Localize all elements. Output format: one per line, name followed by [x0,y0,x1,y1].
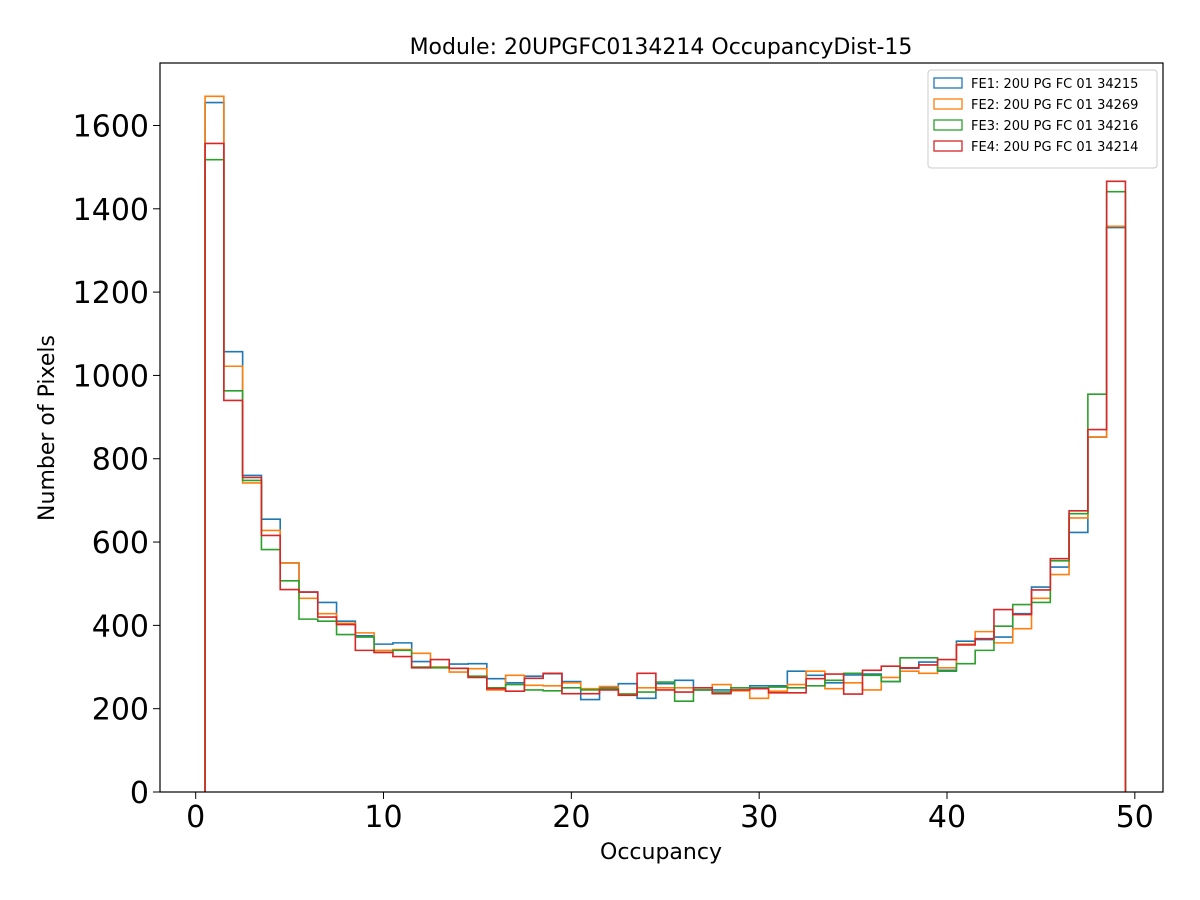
y-tick-label: 1000 [73,359,149,394]
y-tick-label: 0 [130,776,149,811]
bin-bar [562,694,581,792]
legend-box [927,69,1158,169]
bin-bar [543,673,562,792]
legend-swatch [933,98,963,110]
y-axis-ticks: 0 200 400 600 800 1000 1200 1400 1600 [73,109,160,811]
y-axis-label: Number of Pixels [35,335,60,521]
bin-bar [994,610,1013,792]
bin-bar [787,693,806,792]
bin-bar [374,652,393,792]
bin-bar [1088,430,1107,792]
bin-bar [675,692,694,792]
x-tick-label: 40 [928,800,966,835]
x-tick-label: 50 [1116,800,1154,835]
y-tick-label: 600 [92,526,149,561]
x-axis-ticks: 0 10 20 30 40 50 [186,792,1154,835]
legend-swatch [933,77,963,89]
bin-bar [412,668,431,792]
y-tick-label: 1600 [73,109,149,144]
y-tick-label: 1400 [73,193,149,228]
bin-bar [1013,615,1032,792]
bin-bar [844,694,863,792]
bin-bar [919,665,938,792]
series-4-step-line [204,142,1127,792]
bin-bar [806,679,825,792]
bin-bar [1069,511,1088,792]
series-4 [204,142,1127,792]
bin-bar [825,674,844,792]
bin-bar [1050,559,1069,792]
x-tick-label: 10 [364,800,402,835]
bin-bar [1107,181,1126,792]
bin-bar [393,657,412,792]
bin-bar [261,535,280,792]
bin-bar [900,668,919,792]
bin-bar [938,660,957,792]
legend-swatch [933,140,963,152]
chart-title: Module: 20UPGFC0134214 OccupancyDist-15 [410,35,913,60]
y-tick-label: 200 [92,693,149,728]
bin-bar [656,690,675,792]
bin-bar [600,690,619,792]
bin-bar [224,400,243,792]
legend-swatch [933,119,963,131]
x-tick-label: 20 [552,800,590,835]
bin-bar [468,677,487,792]
bin-bar [581,694,600,792]
bin-bar [430,660,449,792]
x-tick-label: 30 [740,800,778,835]
legend-label: FE1: 20U PG FC 01 34215 [971,77,1138,92]
bin-bar [337,625,356,792]
bin-bar [618,695,637,792]
bin-bar [693,688,712,792]
bin-bar [449,668,468,792]
legend-label: FE2: 20U PG FC 01 34269 [971,98,1138,113]
bin-bar [487,689,506,792]
x-tick-label: 0 [186,800,205,835]
plot-frame [159,62,1164,793]
bin-bar [769,693,788,792]
y-tick-label: 1200 [73,276,149,311]
bin-bar [506,691,525,792]
bin-bar [862,670,881,792]
bin-bar [712,694,731,792]
bin-bar [731,690,750,792]
legend-label: FE3: 20U PG FC 01 34216 [971,119,1138,134]
bin-bar [956,645,975,792]
bin-bar [637,673,656,792]
bin-bar [524,678,543,792]
legend-label: FE4: 20U PG FC 01 34214 [971,140,1138,155]
bin-bar [881,666,900,792]
bin-bar [299,592,318,792]
y-tick-label: 800 [92,443,149,478]
bin-bar [975,639,994,792]
bin-bar [318,617,337,792]
bin-bar [243,477,262,792]
histogram-steps [204,95,1127,792]
x-axis-label: Occupancy [600,840,722,865]
bin-bar [355,650,374,792]
y-tick-label: 400 [92,609,149,644]
legend: FE1: 20U PG FC 01 34215 FE2: 20U PG FC 01… [927,69,1158,169]
bin-bar [1032,590,1051,792]
bin-bar [280,590,299,792]
bin-bar [750,689,769,792]
bin-bar [205,143,224,792]
